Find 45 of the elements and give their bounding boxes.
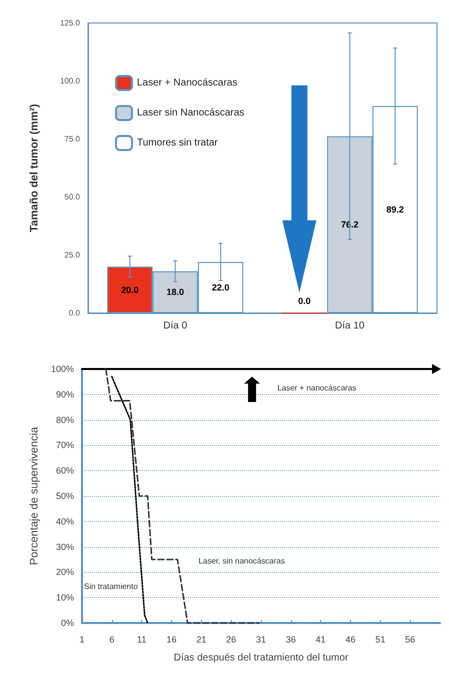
y-tick-label: 25.0 <box>64 250 81 260</box>
y-tick-label: 50% <box>56 491 74 501</box>
data-label: 20.0 <box>121 284 139 295</box>
y-tick-label: 125.0 <box>60 18 81 28</box>
legend-label: Laser sin Nanocáscaras <box>137 108 244 118</box>
y-tick-label: 90% <box>56 389 74 400</box>
x-tick-label: 1 <box>79 634 85 644</box>
y-tick-label: 50.0 <box>64 192 81 202</box>
y-tick-label: 20% <box>56 567 74 578</box>
x-tick-label: 16 <box>166 634 177 644</box>
data-label: 89.2 <box>386 204 404 215</box>
x-tick-label: 31 <box>256 634 266 644</box>
x-tick-label: 56 <box>405 634 416 644</box>
y-tick-label: 100.0 <box>60 76 81 86</box>
data-label: 18.0 <box>166 287 184 298</box>
y-tick-label: 0% <box>60 618 74 628</box>
y-tick-label: 100% <box>50 364 74 374</box>
x-tick-label: 41 <box>316 634 326 644</box>
y-tick-label: 60% <box>56 466 74 476</box>
y-tick-label: 0.0 <box>68 308 81 318</box>
text: Laser, sin nanocáscaras <box>198 556 285 566</box>
y-tick-label: 30% <box>56 542 74 552</box>
y-tick-label: 70% <box>56 440 74 450</box>
x-tick-label: 21 <box>196 634 206 644</box>
x-tick-label: 11 <box>136 634 146 644</box>
x-tick-label: 51 <box>375 634 386 644</box>
y-axis-title: Porcentaje de supervivencia <box>28 426 40 566</box>
x-tick-label: 46 <box>345 634 356 644</box>
y-tick-label: 80% <box>56 414 74 425</box>
x-tick-label: 6 <box>109 634 114 644</box>
y-axis-title: Tamaño del tumor (mm²) <box>28 104 40 232</box>
series-label: Laser + nanocáscaras <box>277 384 356 393</box>
data-label: 22.0 <box>212 282 230 292</box>
x-tick-label: Día 0 <box>163 320 188 332</box>
x-tick-label: 36 <box>286 634 296 644</box>
x-tick-label: 26 <box>226 634 236 644</box>
legend-label: Tumores sin tratar <box>137 138 218 148</box>
y-tick-label: 75.0 <box>64 134 81 144</box>
y-tick-label: 40% <box>56 516 74 526</box>
y-tick-label: 10% <box>56 592 74 603</box>
series-label: Sin tratamiento <box>84 582 138 591</box>
x-axis-title: Días después del tratamiento del tumor <box>174 652 349 664</box>
data-label: 0.0 <box>298 296 311 306</box>
legend-label: Laser + Nanocáscaras <box>137 78 238 88</box>
x-tick-label: Día 10 <box>335 320 365 332</box>
